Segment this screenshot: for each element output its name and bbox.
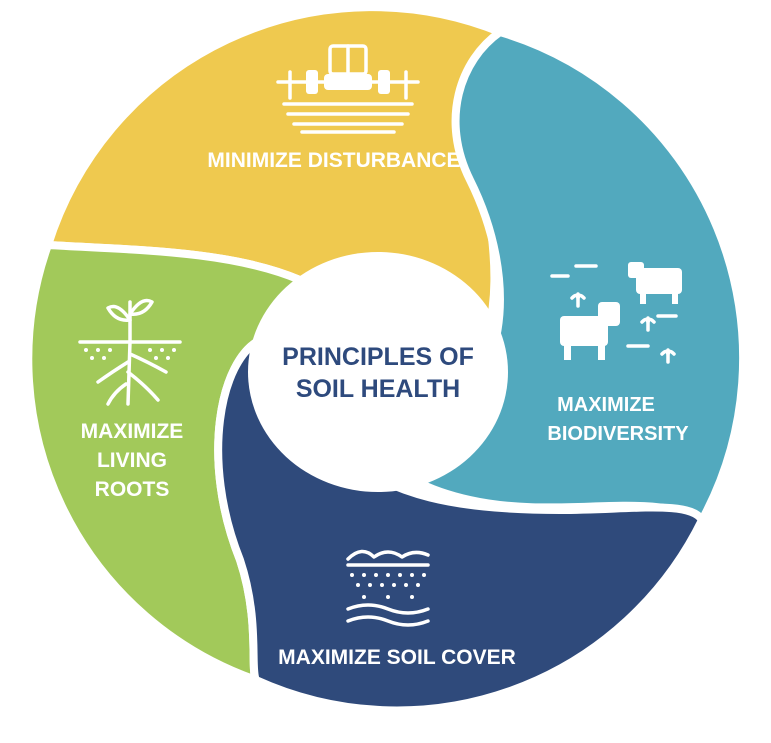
tractor-icon	[276, 44, 420, 134]
label-minimize-disturbance: MINIMIZE DISTURBANCE	[207, 149, 460, 172]
soil-cover-icon	[346, 549, 430, 627]
sprout-roots-icon	[78, 298, 182, 406]
label-biodiversity-line2: BIODIVERSITY	[547, 423, 689, 445]
label-living-roots-line3: ROOTS	[95, 478, 170, 501]
center-title-line2: SOIL HEALTH	[296, 375, 460, 403]
label-living-roots-line1: MAXIMIZE	[81, 420, 184, 443]
segment-maximize-soil-cover	[214, 335, 706, 715]
label-biodiversity-line1: MAXIMIZE	[557, 394, 655, 416]
center-title-line1: PRINCIPLES OF	[282, 343, 474, 371]
livestock-plants-icon	[550, 262, 682, 364]
label-living-roots-line2: LIVING	[97, 449, 167, 472]
label-maximize-soil-cover: MAXIMIZE SOIL COVER	[278, 646, 516, 669]
center-hub	[248, 252, 508, 492]
